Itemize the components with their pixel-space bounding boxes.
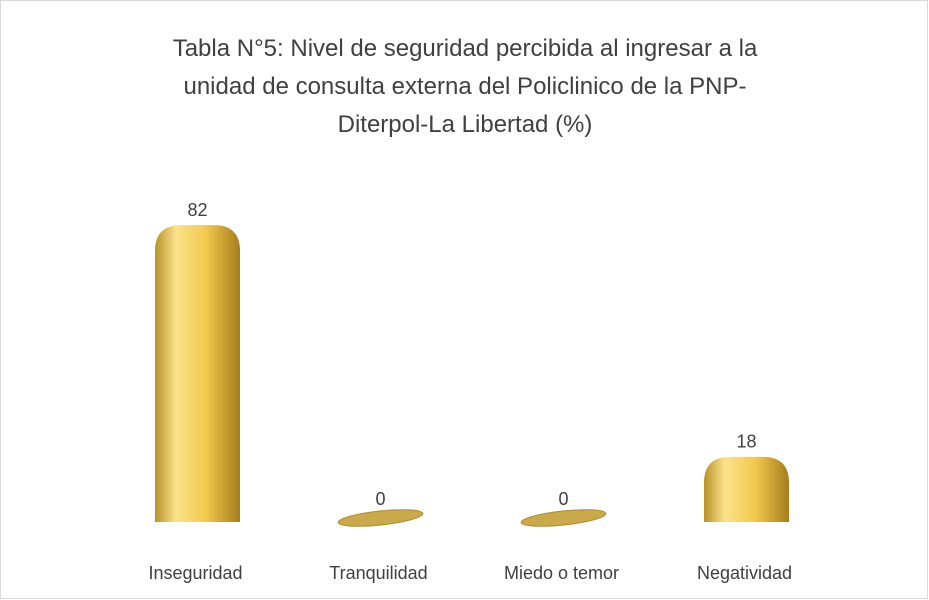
x-tick-label: Inseguridad	[148, 563, 242, 583]
bar	[704, 456, 789, 522]
bar	[155, 225, 240, 522]
x-tick-label: Tranquilidad	[329, 563, 427, 583]
bar	[337, 509, 424, 527]
value-label: 0	[558, 489, 568, 509]
x-tick-label: Miedo o temor	[504, 563, 619, 583]
value-label: 18	[736, 432, 756, 452]
value-label: 0	[375, 489, 385, 509]
bar	[520, 509, 607, 527]
value-label: 82	[187, 200, 207, 220]
x-tick-label: Negatividad	[697, 563, 792, 583]
chart-title: Tabla N°5: Nivel de seguridad percibida …	[172, 35, 758, 138]
